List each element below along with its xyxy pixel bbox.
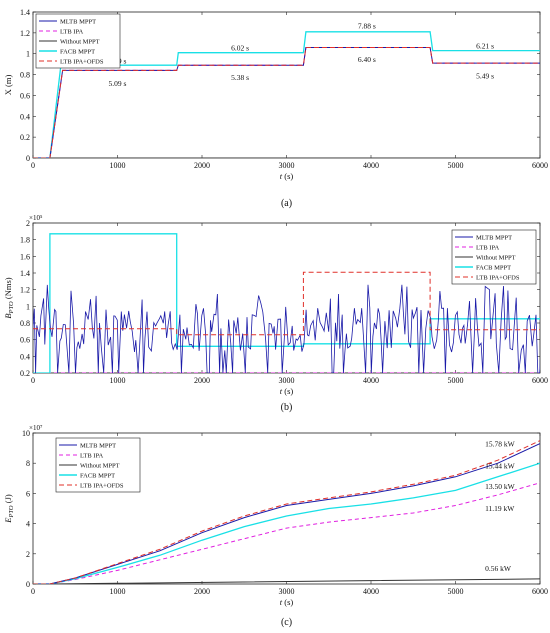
legend-entry: Without MPPT xyxy=(60,39,100,46)
y-tick-label: 0.8 xyxy=(20,319,30,328)
x-tick-label: 6000 xyxy=(532,587,548,596)
annotation-label: 6.21 s xyxy=(476,42,494,51)
series-line-ltb-ipa-ofds xyxy=(33,440,540,584)
annotation-label: 5.49 s xyxy=(476,72,494,81)
y-tick-label: 0.4 xyxy=(20,352,30,361)
y-tick-label: 4 xyxy=(26,520,30,529)
legend-entry: MLTB MPPT xyxy=(80,443,116,450)
annotation-label: 11.19 kW xyxy=(485,504,515,513)
annotation-label: 0.56 kW xyxy=(485,564,512,573)
legend: MLTB MPPT LTB IPA Without MPPT FACB MPPT LTB… xyxy=(451,229,537,285)
panel-caption: (c) xyxy=(281,617,292,628)
x-tick-label: 5000 xyxy=(448,376,464,385)
series-line-mltb-mppt xyxy=(33,284,540,373)
legend-entry: MLTB MPPT xyxy=(476,235,512,242)
y-multiplier-label: ×10⁵ xyxy=(29,214,43,222)
y-tick-label: 1 xyxy=(26,50,30,59)
y-tick-label: 0.2 xyxy=(20,369,30,378)
y-tick-label: 1.4 xyxy=(20,8,30,17)
x-tick-label: 4000 xyxy=(363,587,379,596)
series-line-ltb-ipa xyxy=(33,482,540,584)
annotation-label: 5.38 s xyxy=(231,73,249,82)
legend-entry: FACB MPPT xyxy=(476,265,511,272)
series-line-without-mppt xyxy=(33,578,540,584)
y-axis-label: BPTO (Nms) xyxy=(3,277,15,318)
legend: MLTB MPPT LTB IPA Without MPPT FACB MPPT LTB… xyxy=(55,437,141,493)
y-tick-label: 0.4 xyxy=(20,112,30,121)
y-tick-label: 1.2 xyxy=(20,29,30,38)
x-tick-label: 6000 xyxy=(532,376,548,385)
x-tick-label: 5000 xyxy=(448,161,464,170)
y-tick-label: 1.2 xyxy=(20,286,30,295)
y-tick-label: 1.8 xyxy=(20,236,30,245)
y-tick-label: 2 xyxy=(26,550,30,559)
legend: MLTB MPPT LTB IPA Without MPPT FACB MPPT LTB… xyxy=(35,13,121,69)
annotation-label: 5.09 s xyxy=(109,79,127,88)
x-tick-label: 1000 xyxy=(110,587,126,596)
x-tick-label: 3000 xyxy=(279,376,295,385)
y-tick-label: 6 xyxy=(26,489,30,498)
y-tick-label: 0.2 xyxy=(20,133,30,142)
y-tick-label: 0.8 xyxy=(20,71,30,80)
legend-entry: FACB MPPT xyxy=(60,49,95,56)
y-tick-label: 0.6 xyxy=(20,91,30,100)
annotation-label: 6.40 s xyxy=(358,55,376,64)
legend-entry: Without MPPT xyxy=(476,255,516,262)
y-tick-label: 8 xyxy=(26,459,30,468)
x-tick-label: 3000 xyxy=(279,587,295,596)
x-tick-label: 0 xyxy=(31,161,35,170)
x-tick-label: 6000 xyxy=(532,161,548,170)
x-tick-label: 2000 xyxy=(194,376,210,385)
series-line-facb-mppt xyxy=(33,31,540,158)
annotation-label: 13.50 kW xyxy=(485,482,516,491)
x-tick-label: 3000 xyxy=(279,161,295,170)
x-axis-label: t (s) xyxy=(280,386,294,396)
x-tick-label: 1000 xyxy=(110,161,126,170)
legend-entry: LTB IPA+OFDS xyxy=(476,275,520,282)
annotation-label: 7.88 s xyxy=(358,22,376,31)
legend-entry: LTB IPA xyxy=(80,453,103,460)
series-line-facb-mppt xyxy=(33,462,540,584)
x-tick-label: 4000 xyxy=(363,376,379,385)
legend-entry: LTB IPA+OFDS xyxy=(80,483,124,490)
y-tick-label: 1 xyxy=(26,302,30,311)
series-line-ltb-ipa-ofds xyxy=(33,47,540,158)
chart-panel-1: 0 1000 2000 3000 4000 5000 6000 0 0.2 0.4 0.6 0.8 1 1… xyxy=(3,8,548,209)
panel-caption: (a) xyxy=(281,198,292,209)
x-axis-label: t (s) xyxy=(280,171,294,181)
y-tick-label: 0 xyxy=(26,154,30,163)
y-tick-label: 1.6 xyxy=(20,252,30,261)
x-tick-label: 0 xyxy=(31,587,35,596)
y-tick-label: 0.6 xyxy=(20,336,30,345)
y-tick-label: 0 xyxy=(26,580,30,589)
legend-entry: MLTB MPPT xyxy=(60,19,96,26)
y-tick-label: 1.4 xyxy=(20,269,30,278)
y-axis-label: X (m) xyxy=(3,75,13,96)
annotation-label: 6.02 s xyxy=(231,44,249,53)
annotation-label: 15.44 kW xyxy=(485,461,516,470)
chart-panel-3: 0 1000 2000 3000 4000 5000 6000 0 2 4 6 8 10 t (s) EPT… xyxy=(3,424,548,628)
panel-caption: (b) xyxy=(281,402,293,413)
series-line-ltb-ipa-ofds xyxy=(33,271,540,336)
x-axis-label: t (s) xyxy=(280,597,294,607)
legend-entry: FACB MPPT xyxy=(80,473,115,480)
legend-entry: LTB IPA xyxy=(476,245,499,252)
y-tick-label: 2 xyxy=(26,219,30,228)
x-tick-label: 1000 xyxy=(110,376,126,385)
y-multiplier-label: ×10⁷ xyxy=(29,424,43,432)
annotation-label: 15.78 kW xyxy=(485,440,516,449)
y-axis-label: EPTO (J) xyxy=(3,494,15,524)
x-tick-label: 2000 xyxy=(194,161,210,170)
chart-panel-2: 0 1000 2000 3000 4000 5000 6000 0.2 0.4 0.6 0.8 1 1.… xyxy=(3,214,548,413)
legend-entry: Without MPPT xyxy=(80,463,120,470)
x-tick-label: 0 xyxy=(31,376,35,385)
x-tick-label: 2000 xyxy=(194,587,210,596)
legend-entry: LTB IPA+OFDS xyxy=(60,59,104,66)
legend-entry: LTB IPA xyxy=(60,29,83,36)
x-tick-label: 5000 xyxy=(448,587,464,596)
x-tick-label: 4000 xyxy=(363,161,379,170)
y-tick-label: 10 xyxy=(22,429,30,438)
